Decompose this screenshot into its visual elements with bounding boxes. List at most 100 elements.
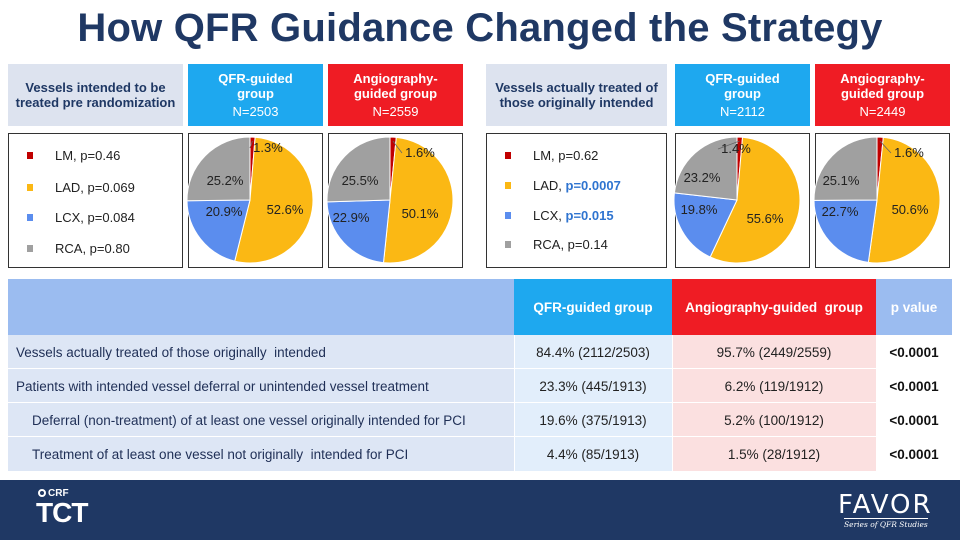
page-title: How QFR Guidance Changed the Strategy [77,6,883,50]
table-cell-angio: 6.2% (119/1912) [724,378,824,394]
table-cell-pvalue: <0.0001 [889,446,939,462]
legend-label: LM, p=0.62 [533,148,599,163]
col-divider [876,335,877,471]
pie-data-label-lcx: 19.8% [681,202,718,217]
intended-legend: LM, p=0.46 LAD, p=0.069 LCX, p=0.084 RCA… [8,133,183,268]
legend-label: RCA, p=0.14 [533,237,608,252]
favor-subtitle: Series of QFR Studies [844,518,928,529]
table-header-qfr: QFR-guided group [514,279,672,335]
treated-qfr-header: QFR-guided group N=2112 [675,64,810,126]
pie-chart-svg: 1.4% 55.6% 19.8% 23.2% [673,136,801,264]
qfr-column-bg [514,335,672,471]
pie-data-label-lcx: 22.9% [333,210,370,225]
pie-data-label-lcx: 22.7% [822,204,859,219]
pie-data-label-lcx: 20.9% [206,204,243,219]
pie-slice-lcx [673,192,738,258]
intended-header-label: Vessels intended to be treated pre rando… [15,80,176,110]
pie-data-label-lm: 1.3% [253,140,283,155]
legend-item-lm: LM, p=0.46 [27,148,120,163]
pie-data-label-lad: 50.6% [892,202,929,217]
results-table: QFR-guided group Angiography-guided grou… [8,279,952,471]
crf-icon [38,489,46,497]
table-cell-angio: 1.5% (28/1912) [727,446,821,462]
favor-logo: FAVOR [838,490,933,520]
pie-slice-lad [382,136,454,264]
table-row-label: Patients with intended vessel deferral o… [16,378,429,394]
legend-label: RCA, p=0.80 [55,241,130,256]
legend-item-lad: LAD, p=0.069 [27,180,135,195]
table-cell-pvalue: <0.0001 [889,344,939,360]
pie-leader-line [249,140,253,149]
legend-swatch [505,182,511,189]
table-cell-angio: 95.7% (2449/2559) [716,344,832,360]
footer-bar [0,480,960,540]
legend-item-rca: RCA, p=0.14 [505,237,608,252]
legend-item-lcx: LCX, p=0.084 [27,210,135,225]
intended-qfr-n: N=2503 [232,104,279,119]
intended-angio-header: Angiography-guided group N=2559 [328,64,463,126]
pie-leader-line [879,140,892,154]
pie-chart-svg: 1.6% 50.1% 22.9% 25.5% [326,136,454,264]
table-cell-pvalue: <0.0001 [889,412,939,428]
table-header-pvalue: p value [876,279,952,335]
legend-label: LCX, [533,208,566,223]
table-cell-pvalue: <0.0001 [889,378,939,394]
pie-slice-rca [186,136,251,202]
pie-intended-qfr: 1.3% 52.6% 20.9% 25.2% [186,133,323,268]
table-row-label: Vessels actually treated of those origin… [16,344,326,360]
legend-swatch [505,212,511,219]
pie-data-label-rca: 25.5% [342,173,379,188]
pie-intended-angio: 1.6% 50.1% 22.9% 25.5% [326,133,463,268]
pie-slice-rca [673,136,738,201]
legend-item-lcx: LCX, p=0.015 [505,208,614,223]
pvalue-column-bg [876,335,952,471]
legend-swatch [27,184,33,191]
pie-data-label-lm: 1.6% [894,145,924,160]
pie-slice-lcx [326,199,391,264]
legend-swatch [505,152,511,159]
row-divider [8,368,952,369]
legend-swatch [505,241,511,248]
legend-swatch [27,245,33,252]
pie-leader-line [717,140,740,150]
pie-leader-line [392,140,403,154]
intended-angio-label: Angiography-guided group [353,71,438,101]
treated-legend: LM, p=0.62 LAD, p=0.0007 LCX, p=0.015 RC… [486,133,667,268]
legend-label: LM, p=0.46 [55,148,121,163]
angio-column-bg [672,335,876,471]
pie-data-label-lad: 50.1% [402,206,439,221]
legend-item-lad: LAD, p=0.0007 [505,178,621,193]
pie-slice-lad [709,136,801,264]
treated-qfr-label: QFR-guided group [705,71,780,101]
treated-angio-label: Angiography-guided group [840,71,925,101]
intended-angio-n: N=2559 [372,104,419,119]
pie-data-label-lm: 1.6% [405,145,435,160]
table-cell-qfr: 23.3% (445/1913) [539,378,647,394]
table-cell-qfr: 4.4% (85/1913) [546,446,640,462]
legend-label: LAD, p=0.069 [55,180,135,195]
intended-qfr-label: QFR-guided group [218,71,293,101]
treated-angio-header: Angiography-guided group N=2449 [815,64,950,126]
pie-data-label-rca: 23.2% [684,170,721,185]
legend-swatch [27,152,33,159]
pie-slice-lad [867,136,941,264]
pie-slice-rca [813,136,878,201]
table-header-angio: Angiography-guided group [672,279,876,335]
table-cell-qfr: 84.4% (2112/2503) [536,344,650,360]
legend-item-rca: RCA, p=0.80 [27,241,130,256]
intended-header: Vessels intended to be treated pre rando… [8,64,183,126]
table-row-label: Deferral (non-treatment) of at least one… [32,412,466,428]
pie-slice-lcx [813,199,878,263]
legend-swatch [27,214,33,221]
intended-qfr-header: QFR-guided group N=2503 [188,64,323,126]
tct-logo: TCT [36,497,88,528]
pie-data-label-lad: 52.6% [267,202,304,217]
pie-slice-lcx [186,199,251,262]
pie-data-label-rca: 25.1% [823,173,860,188]
legend-label: LAD, [533,178,566,193]
treated-qfr-n: N=2112 [720,104,765,119]
pie-data-label-lad: 55.6% [747,211,784,226]
pie-slice-rca [326,136,391,203]
legend-label: LCX, p=0.084 [55,210,135,225]
pie-treated-angio: 1.6% 50.6% 22.7% 25.1% [813,133,950,268]
